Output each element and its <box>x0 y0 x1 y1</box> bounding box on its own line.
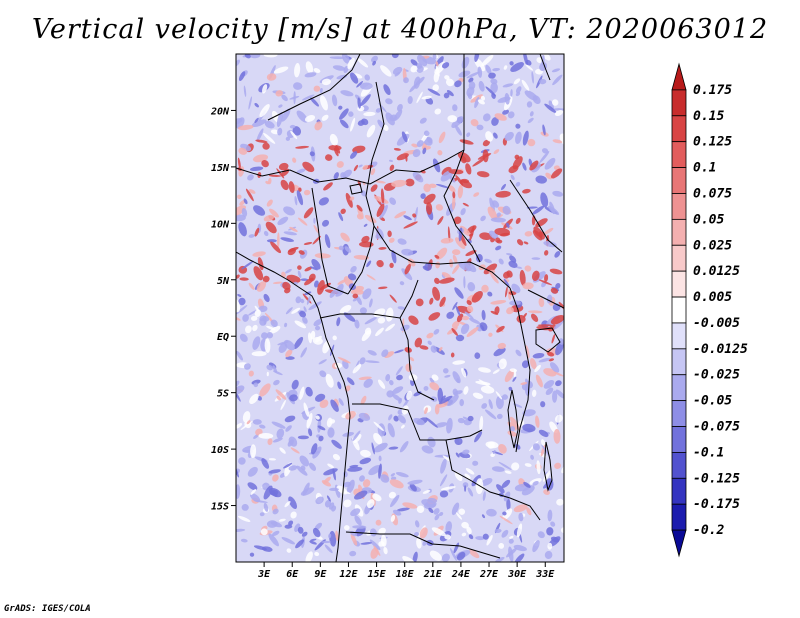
lon-label: 18E <box>396 569 415 580</box>
border-sahel <box>236 149 465 185</box>
lat-label: 5S <box>217 389 229 400</box>
colorbar-swatch <box>671 529 687 558</box>
colorbar-swatch <box>671 89 687 117</box>
map-frame <box>235 53 565 563</box>
lat-label: 10S <box>211 445 229 456</box>
colorbar-swatch <box>671 426 687 453</box>
border-nigeria <box>311 187 349 295</box>
colorbar-swatch <box>671 322 687 350</box>
colorbar-label: -0.125 <box>693 471 740 486</box>
colorbar-swatch <box>671 270 687 298</box>
lake-malawi <box>543 441 553 492</box>
coastline <box>236 251 351 562</box>
border-cameroon <box>347 225 375 295</box>
lat-label: 5N <box>217 276 230 287</box>
border-car <box>365 195 511 289</box>
grads-credit: GrADS: IGES/COLA <box>4 604 91 614</box>
colorbar-label: 0.05 <box>693 212 724 227</box>
lon-label: 27E <box>479 569 499 580</box>
border-libya <box>365 81 385 197</box>
lon-label: 15E <box>368 569 387 580</box>
lake-chad <box>349 183 363 195</box>
colorbar-label: 0.125 <box>693 135 732 150</box>
country-borders <box>236 54 564 562</box>
colorbar-label: -0.175 <box>693 497 740 512</box>
border-north <box>267 54 361 121</box>
colorbar-label: 0.175 <box>693 83 732 98</box>
border-zambia <box>445 439 541 521</box>
map-title: Vertical velocity [m/s] at 400hPa, VT: 2… <box>31 14 769 45</box>
lake-tanganyika <box>507 389 519 449</box>
lake-victoria <box>535 327 561 353</box>
colorbar-label: -0.025 <box>693 368 740 383</box>
colorbar-label: -0.0125 <box>693 342 748 357</box>
colorbar-swatch <box>671 296 687 324</box>
lat-label: 10N <box>211 219 230 230</box>
lon-label: 33E <box>535 569 555 580</box>
colorbar-swatch <box>671 115 687 143</box>
lon-label: 30E <box>507 569 527 580</box>
lon-label: 3E <box>257 569 271 580</box>
vertical-velocity-map[interactable] <box>230 49 570 567</box>
colorbar-swatch <box>671 193 687 220</box>
colorbar-swatch <box>671 477 687 505</box>
border-angola <box>352 403 483 441</box>
colorbar-swatch <box>671 167 687 194</box>
colorbar-label: -0.05 <box>693 394 732 409</box>
lon-label: 24E <box>451 569 471 580</box>
colorbar-swatch <box>671 141 687 168</box>
colorbar-label: 0.025 <box>693 238 732 253</box>
border-kenya <box>527 289 564 309</box>
lon-label: 21E <box>423 569 443 580</box>
colorbar-swatch <box>671 62 687 91</box>
lon-label: 6E <box>286 569 299 580</box>
colorbar: 0.175 0.15 0.125 0.1 0.075 0.05 0.025 0.0125 0.0… <box>671 62 748 558</box>
border-congo <box>319 279 419 319</box>
colorbar-label: -0.1 <box>693 445 724 460</box>
colorbar-swatch <box>671 503 687 531</box>
colorbar-swatch <box>671 348 687 376</box>
lat-label: EQ <box>217 332 229 343</box>
colorbar-label: 0.0125 <box>693 264 740 279</box>
colorbar-label: 0.075 <box>693 186 732 201</box>
lon-label: 9E <box>314 569 327 580</box>
latitude-axis: 20N 15N 10N 5N EQ 5S 10S 15S <box>210 106 236 513</box>
colorbar-label: 0.1 <box>693 161 716 176</box>
border-namibia <box>345 531 501 559</box>
red-sea-coast <box>539 54 551 81</box>
lat-label: 15N <box>211 163 230 174</box>
colorbar-swatch <box>671 400 687 427</box>
colorbar-label: -0.075 <box>693 420 740 435</box>
lon-label: 12E <box>339 569 358 580</box>
lat-label: 15S <box>211 502 229 513</box>
colorbar-label: -0.2 <box>693 523 724 538</box>
longitude-axis: 3E 6E 9E 12E 15E 18E 21E 24E 27E 30E 33E <box>257 562 555 580</box>
colorbar-swatch <box>671 452 687 479</box>
border-drc-east <box>509 287 531 453</box>
colorbar-label: 0.15 <box>693 109 724 124</box>
colorbar-swatch <box>671 244 687 272</box>
colorbar-swatch <box>671 218 687 246</box>
colorbar-label: -0.005 <box>693 316 740 331</box>
border-east-africa <box>509 179 563 253</box>
colorbar-label: 0.005 <box>693 290 732 305</box>
lat-label: 20N <box>210 106 230 117</box>
colorbar-swatch <box>671 374 687 402</box>
border-drc-north <box>399 317 435 401</box>
border-chad-sudan <box>443 54 481 263</box>
